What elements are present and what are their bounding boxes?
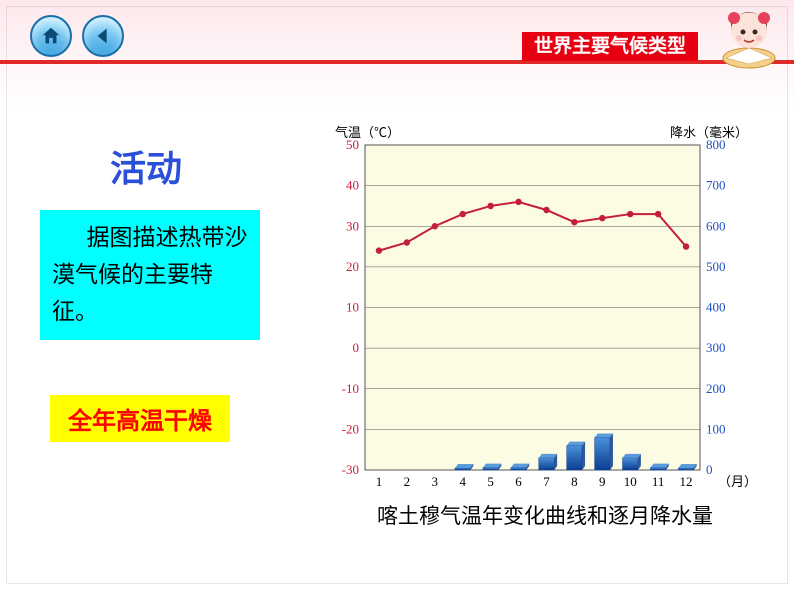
answer-box: 全年高温干燥 <box>50 395 230 442</box>
svg-text:6: 6 <box>515 474 522 489</box>
svg-text:1: 1 <box>376 474 383 489</box>
svg-text:40: 40 <box>346 178 359 193</box>
svg-text:2: 2 <box>404 474 411 489</box>
svg-text:-20: -20 <box>342 421 359 436</box>
svg-text:100: 100 <box>706 421 726 436</box>
svg-text:30: 30 <box>346 218 359 233</box>
svg-text:700: 700 <box>706 178 726 193</box>
svg-text:9: 9 <box>599 474 606 489</box>
svg-text:300: 300 <box>706 340 726 355</box>
svg-text:200: 200 <box>706 381 726 396</box>
mascot-icon <box>714 0 784 70</box>
description-box: 据图描述热带沙漠气候的主要特征。 <box>40 210 260 340</box>
svg-text:10: 10 <box>346 300 359 315</box>
back-icon <box>92 25 114 47</box>
svg-text:600: 600 <box>706 218 726 233</box>
svg-text:0: 0 <box>353 340 360 355</box>
home-button[interactable] <box>30 15 72 57</box>
activity-title: 活动 <box>110 140 182 192</box>
chart-svg: -30-20-100102030405001002003004005006007… <box>320 120 750 500</box>
svg-text:11: 11 <box>652 474 665 489</box>
svg-text:（月）: （月） <box>718 474 750 489</box>
back-button[interactable] <box>82 15 124 57</box>
header-title: 世界主要气候类型 <box>522 32 698 61</box>
svg-text:20: 20 <box>346 259 359 274</box>
svg-text:降水（毫米）: 降水（毫米） <box>670 125 748 140</box>
svg-text:12: 12 <box>680 474 693 489</box>
svg-text:7: 7 <box>543 474 550 489</box>
chart-caption: 喀土穆气温年变化曲线和逐月降水量 <box>330 500 760 530</box>
svg-text:0: 0 <box>706 462 713 477</box>
svg-text:5: 5 <box>487 474 494 489</box>
svg-text:-30: -30 <box>342 462 359 477</box>
svg-text:10: 10 <box>624 474 637 489</box>
svg-text:4: 4 <box>459 474 466 489</box>
svg-text:气温（℃）: 气温（℃） <box>335 125 400 140</box>
svg-text:8: 8 <box>571 474 578 489</box>
svg-text:3: 3 <box>432 474 439 489</box>
svg-text:400: 400 <box>706 300 726 315</box>
svg-text:-10: -10 <box>342 381 359 396</box>
home-icon <box>40 25 62 47</box>
climate-chart: -30-20-100102030405001002003004005006007… <box>320 120 750 500</box>
svg-text:500: 500 <box>706 259 726 274</box>
